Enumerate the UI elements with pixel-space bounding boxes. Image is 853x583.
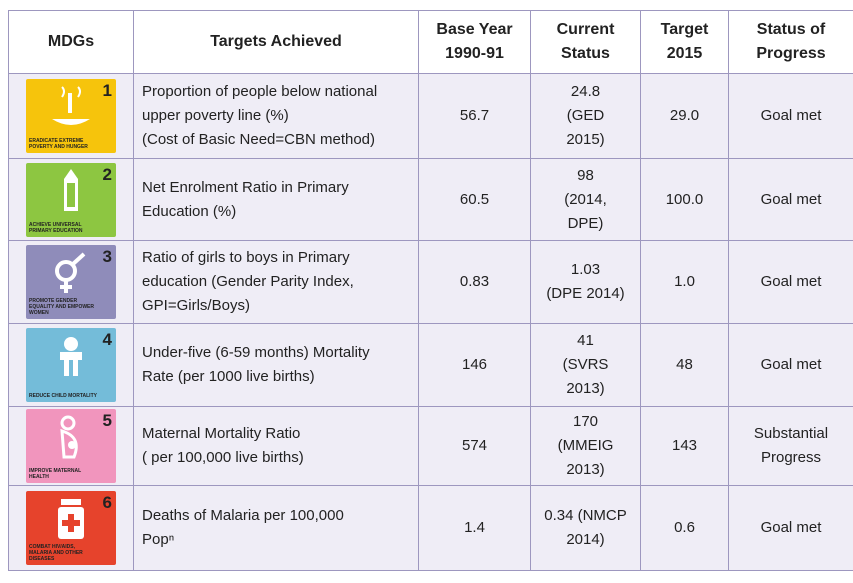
target-2015-cell: 29.0	[640, 73, 729, 159]
base-year-cell: 0.83	[418, 240, 531, 324]
mdg-number: 6	[102, 493, 112, 512]
progress-cell: Goal met	[728, 323, 853, 407]
mdg-caption: PROMOTE GENDER EQUALITY AND EMPOWER WOME…	[29, 298, 95, 316]
mdg-number: 4	[102, 330, 112, 349]
header-cell: Status of Progress	[728, 10, 853, 74]
mdg-cell: 5 IMPROVE MATERNAL HEALTH	[8, 406, 134, 486]
mdg-icon: 1 ERADICATE EXTREME POVERTY AND HUNGER	[26, 79, 116, 153]
target-2015-cell: 1.0	[640, 240, 729, 324]
progress-cell: Goal met	[728, 73, 853, 159]
header-cell: Targets Achieved	[133, 10, 419, 74]
target-2015-cell: 100.0	[640, 158, 729, 241]
mdg-cell: 1 ERADICATE EXTREME POVERTY AND HUNGER	[8, 73, 134, 159]
target-cell: Under-five (6-59 months) Mortality Rate …	[133, 323, 419, 407]
target-cell: Deaths of Malaria per 100,000 Popⁿ	[133, 485, 419, 571]
table-row: 6 COMBAT HIV/AIDS, MALARIA AND OTHER DISE…	[8, 485, 853, 571]
table-row: 4 REDUCE CHILD MORTALITY Under-five (6-59 …	[8, 323, 853, 407]
icon-glyph	[55, 252, 86, 293]
target-2015-cell: 0.6	[640, 485, 729, 571]
header-cell: Base Year 1990-91	[418, 10, 531, 74]
current-status-cell: 170 (MMEIG 2013)	[530, 406, 641, 486]
target-cell: Maternal Mortality Ratio ( per 100,000 l…	[133, 406, 419, 486]
mdg-caption: ERADICATE EXTREME POVERTY AND HUNGER	[29, 138, 88, 150]
progress-cell: Goal met	[728, 240, 853, 324]
icon-glyph	[58, 499, 84, 539]
table-container: MDGs Targets Achieved Base Year 1990-91 Cur…	[8, 10, 853, 583]
target-2015-cell: 143	[640, 406, 729, 486]
icon-glyph	[64, 168, 78, 211]
table-row: 2 ACHIEVE UNIVERSAL PRIMARY EDUCATION Net …	[8, 158, 853, 241]
mdg-caption: IMPROVE MATERNAL HEALTH	[29, 468, 82, 480]
icon-glyph	[60, 415, 78, 459]
mdg-table: MDGs Targets Achieved Base Year 1990-91 Cur…	[8, 10, 853, 571]
mdg-caption: COMBAT HIV/AIDS, MALARIA AND OTHER DISEA…	[29, 544, 83, 562]
base-year-cell: 56.7	[418, 73, 531, 159]
mdg-caption: REDUCE CHILD MORTALITY	[29, 393, 97, 399]
target-cell: Net Enrolment Ratio in Primary Education…	[133, 158, 419, 241]
current-status-cell: 41 (SVRS 2013)	[530, 323, 641, 407]
base-year-cell: 574	[418, 406, 531, 486]
progress-cell: Goal met	[728, 485, 853, 571]
mdg-icon: 4 REDUCE CHILD MORTALITY	[26, 328, 116, 402]
mdg-number: 2	[102, 164, 112, 184]
mdg-cell: 2 ACHIEVE UNIVERSAL PRIMARY EDUCATION	[8, 158, 134, 241]
mdg-caption: ACHIEVE UNIVERSAL PRIMARY EDUCATION	[29, 221, 83, 234]
target-2015-cell: 48	[640, 323, 729, 407]
base-year-cell: 1.4	[418, 485, 531, 571]
target-cell: Ratio of girls to boys in Primary educat…	[133, 240, 419, 324]
header-cell: Current Status	[530, 10, 641, 74]
base-year-cell: 60.5	[418, 158, 531, 241]
table-row: 5 IMPROVE MATERNAL HEALTH Maternal Mortali…	[8, 406, 853, 486]
mdg-icon: 6 COMBAT HIV/AIDS, MALARIA AND OTHER DISE…	[26, 491, 116, 565]
progress-cell: Goal met	[728, 158, 853, 241]
current-status-cell: 1.03 (DPE 2014)	[530, 240, 641, 324]
mdg-icon: 2 ACHIEVE UNIVERSAL PRIMARY EDUCATION	[26, 162, 116, 237]
current-status-cell: 0.34 (NMCP 2014)	[530, 485, 641, 571]
target-cell: Proportion of people below national uppe…	[133, 73, 419, 159]
mdg-cell: 6 COMBAT HIV/AIDS, MALARIA AND OTHER DISE…	[8, 485, 134, 571]
mdg-icon: 5 IMPROVE MATERNAL HEALTH	[26, 409, 116, 483]
header-row: MDGs Targets Achieved Base Year 1990-91 Cur…	[8, 10, 853, 74]
mdg-number: 3	[102, 247, 112, 266]
table-body: 1 ERADICATE EXTREME POVERTY AND HUNGER Pro…	[8, 73, 853, 571]
progress-cell: Substantial Progress	[728, 406, 853, 486]
mdg-icon: 3 PROMOTE GENDER EQUALITY AND EMPOWER WOM…	[26, 245, 116, 319]
mdg-cell: 4 REDUCE CHILD MORTALITY	[8, 323, 134, 407]
mdg-cell: 3 PROMOTE GENDER EQUALITY AND EMPOWER WOM…	[8, 240, 134, 324]
mdg-number: 1	[102, 81, 112, 100]
table-row: 3 PROMOTE GENDER EQUALITY AND EMPOWER WOM…	[8, 240, 853, 324]
header-cell: MDGs	[8, 10, 134, 74]
icon-glyph	[52, 86, 90, 125]
icon-glyph	[60, 337, 82, 376]
header-cell: Target 2015	[640, 10, 729, 74]
mdg-number: 5	[102, 411, 112, 430]
table-row: 1 ERADICATE EXTREME POVERTY AND HUNGER Pro…	[8, 73, 853, 159]
base-year-cell: 146	[418, 323, 531, 407]
current-status-cell: 24.8 (GED 2015)	[530, 73, 641, 159]
current-status-cell: 98 (2014, DPE)	[530, 158, 641, 241]
